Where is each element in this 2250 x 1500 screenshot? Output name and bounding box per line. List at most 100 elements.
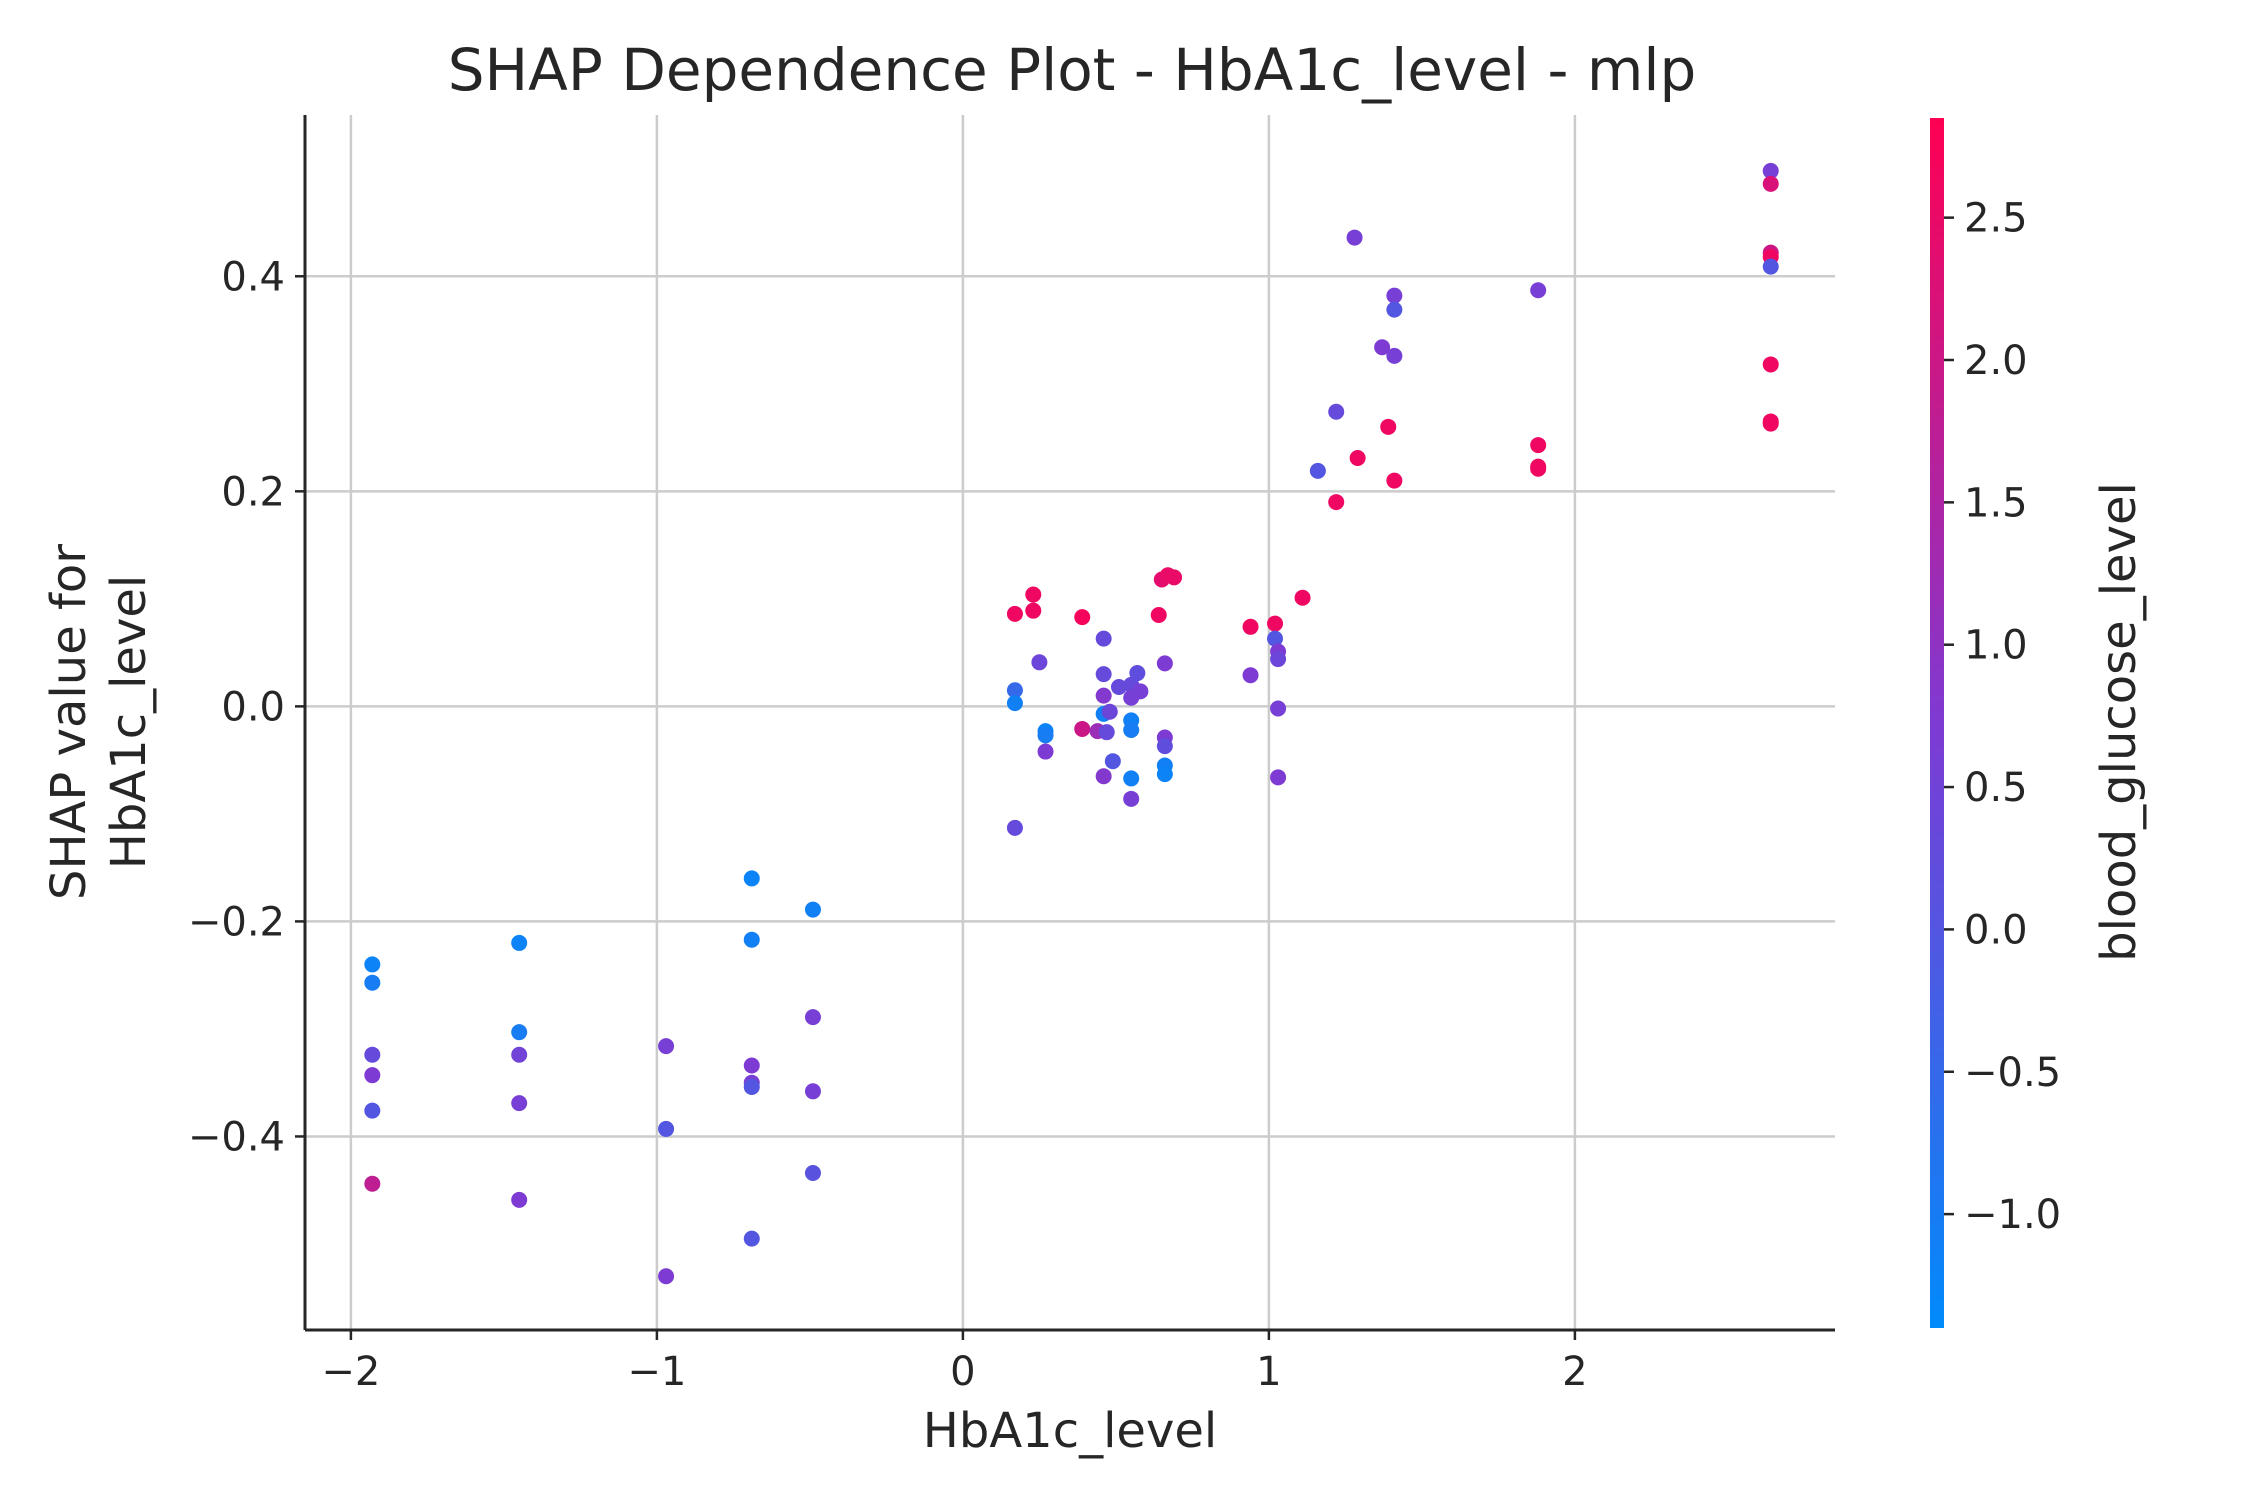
scatter-point: [364, 1102, 381, 1119]
scatter-point: [1006, 695, 1023, 712]
scatter-point: [804, 1009, 821, 1026]
scatter-point: [511, 1046, 528, 1063]
scatter-points: [364, 162, 1779, 1285]
scatter-point: [743, 931, 760, 948]
colorbar-label: blood_glucose_level: [2091, 482, 2147, 962]
colorbar-tick-label: −1.0: [1964, 1192, 2061, 1238]
scatter-point: [658, 1120, 675, 1137]
colorbar-ticks: −1.0 −0.5 0.0 0.5 1.0 1.5 2.0 2.5: [1944, 196, 2061, 1238]
scatter-point: [1762, 258, 1779, 275]
scatter-point: [1098, 724, 1115, 741]
scatter-point: [1386, 287, 1403, 304]
scatter-point: [1309, 462, 1326, 479]
scatter-point: [1031, 654, 1048, 671]
scatter-point: [1530, 437, 1547, 454]
scatter-point: [1346, 229, 1363, 246]
x-tick-label: 1: [1256, 1349, 1281, 1395]
colorbar-tick-label: 1.0: [1964, 623, 2028, 669]
colorbar-tick-label: 0.5: [1964, 765, 2028, 811]
scatter-point: [1025, 586, 1042, 603]
scatter-point: [1156, 655, 1173, 672]
y-tick-label: 0.4: [221, 254, 285, 300]
scatter-point: [1074, 720, 1091, 737]
y-tick-label: 0.0: [221, 684, 285, 730]
scatter-point: [1006, 819, 1023, 836]
scatter-point: [1270, 769, 1287, 786]
y-tick-label: −0.2: [188, 899, 285, 945]
scatter-point: [1530, 282, 1547, 299]
scatter-point: [511, 1024, 528, 1041]
scatter-point: [1380, 418, 1397, 435]
scatter-point: [658, 1268, 675, 1285]
scatter-point: [743, 1079, 760, 1095]
colorbar-tick-label: −0.5: [1964, 1050, 2061, 1096]
scatter-point: [1150, 606, 1167, 623]
scatter-point: [1074, 609, 1091, 626]
scatter-point: [1132, 683, 1149, 700]
y-axis-label: SHAP value for HbA1c_level: [41, 544, 157, 900]
scatter-point: [1095, 768, 1112, 785]
scatter-point: [1267, 630, 1284, 647]
colorbar-tick-label: 0.0: [1964, 907, 2028, 953]
x-tick-label: 2: [1562, 1349, 1587, 1395]
scatter-point: [1037, 727, 1054, 744]
scatter-point: [1110, 679, 1127, 696]
scatter-point: [511, 1191, 528, 1208]
colorbar: [1930, 118, 1944, 1328]
y-axis-ticks: −0.4 −0.2 0.0 0.2 0.4: [188, 254, 305, 1160]
scatter-point: [1037, 743, 1054, 760]
y-gridlines: [305, 275, 1835, 1138]
scatter-point: [1386, 347, 1403, 364]
x-tick-label: 0: [950, 1349, 975, 1395]
scatter-point: [1530, 460, 1547, 477]
scatter-point: [1328, 494, 1345, 511]
x-tick-label: −2: [321, 1349, 380, 1395]
scatter-point: [1006, 682, 1023, 699]
scatter-point: [1386, 472, 1403, 489]
scatter-point: [364, 974, 381, 991]
scatter-point: [1095, 666, 1112, 683]
y-axis-label-line-1: SHAP value for: [41, 544, 97, 900]
y-axis-label-line-2: HbA1c_level: [101, 575, 157, 869]
scatter-point: [364, 1067, 381, 1084]
scatter-point: [1762, 175, 1779, 192]
scatter-point: [1104, 753, 1121, 770]
scatter-point: [1270, 700, 1287, 717]
y-tick-label: −0.4: [188, 1114, 285, 1160]
scatter-point: [364, 1046, 381, 1063]
x-tick-label: −1: [627, 1349, 686, 1395]
scatter-point: [1129, 665, 1146, 682]
scatter-point: [1095, 687, 1112, 704]
scatter-point: [1762, 162, 1779, 179]
scatter-point: [1156, 766, 1173, 783]
scatter-point: [658, 1038, 675, 1055]
scatter-point: [1349, 449, 1366, 466]
x-axis-label: HbA1c_level: [923, 1403, 1217, 1459]
scatter-point: [364, 1175, 381, 1192]
scatter-point: [1242, 618, 1259, 635]
chart-title: SHAP Dependence Plot - HbA1c_level - mlp: [448, 36, 1697, 104]
colorbar-tick-label: 2.5: [1964, 196, 2028, 242]
scatter-point: [1762, 415, 1779, 432]
scatter-point: [1006, 605, 1023, 622]
scatter-point: [364, 956, 381, 973]
scatter-point: [1328, 403, 1345, 420]
scatter-point: [1025, 602, 1042, 619]
y-tick-label: 0.2: [221, 469, 285, 515]
scatter-point: [743, 1230, 760, 1247]
scatter-point: [804, 1165, 821, 1182]
scatter-point: [743, 1057, 760, 1074]
scatter-point: [804, 901, 821, 918]
scatter-point: [1123, 790, 1140, 807]
scatter-point: [1374, 339, 1391, 356]
scatter-point: [804, 1083, 821, 1100]
scatter-point: [1267, 615, 1284, 632]
scatter-point: [511, 934, 528, 951]
x-gridlines: [349, 115, 1577, 1330]
scatter-point: [1101, 703, 1118, 720]
scatter-point: [1294, 589, 1311, 606]
colorbar-tick-label: 2.0: [1964, 338, 2028, 384]
scatter-point: [743, 870, 760, 887]
